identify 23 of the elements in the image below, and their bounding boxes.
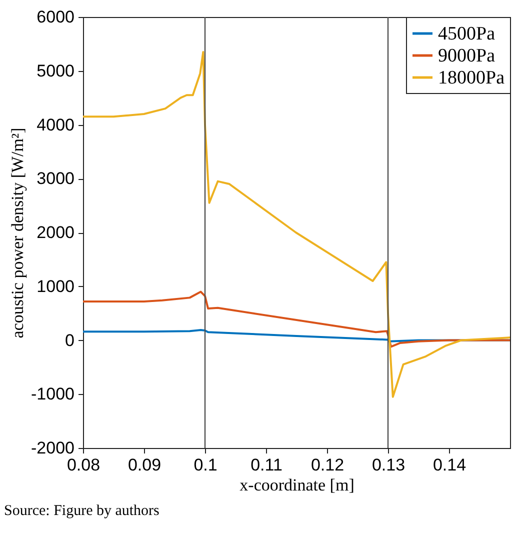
x-axis-title: x-coordinate [m] (240, 476, 354, 494)
x-tick-label: 0.1 (194, 456, 218, 474)
legend-label: 9000Pa (438, 46, 496, 66)
y-tick-label: 6000 (36, 8, 74, 26)
legend-label: 18000Pa (438, 68, 506, 88)
legend-label: 4500Pa (438, 24, 496, 44)
y-tick-label: 1000 (36, 276, 74, 296)
x-tick-label: 0.13 (372, 456, 406, 474)
line-series (82, 290, 511, 348)
y-tick-label: -1000 (31, 384, 74, 404)
y-tick-label: 4000 (36, 115, 74, 134)
x-tick-label: 0.08 (66, 456, 100, 474)
y-axis-title: acoustic power density [W/m²] (8, 128, 28, 338)
y-tick-label: -2000 (31, 438, 74, 458)
y-tick-label: 3000 (36, 169, 74, 188)
source-note: Source: Figure by authors (4, 503, 160, 520)
x-tick-label: 0.12 (310, 456, 344, 474)
y-tick-label: 0 (65, 330, 74, 350)
y-tick-label: 2000 (36, 223, 74, 242)
x-tick-label: 0.11 (250, 456, 282, 474)
x-tick-label: 0.14 (432, 456, 466, 474)
x-tick-label: 0.09 (128, 456, 162, 474)
y-tick-label: 5000 (36, 61, 74, 80)
